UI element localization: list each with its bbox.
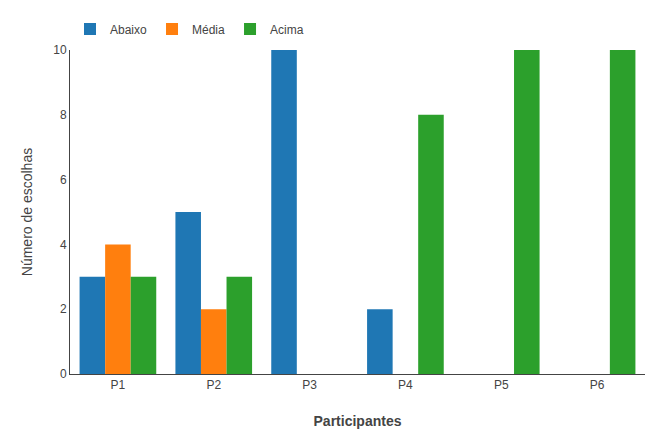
svg-text:P5: P5 — [494, 378, 509, 392]
svg-text:Média: Média — [192, 23, 225, 37]
svg-text:Abaixo: Abaixo — [110, 23, 147, 37]
svg-text:P2: P2 — [206, 378, 221, 392]
svg-text:6: 6 — [60, 173, 67, 187]
svg-text:2: 2 — [60, 302, 67, 316]
svg-text:Participantes: Participantes — [314, 413, 402, 429]
svg-text:8: 8 — [60, 108, 67, 122]
svg-text:P4: P4 — [398, 378, 413, 392]
svg-text:4: 4 — [60, 238, 67, 252]
svg-text:10: 10 — [53, 43, 67, 57]
svg-text:P6: P6 — [590, 378, 605, 392]
svg-text:P3: P3 — [302, 378, 317, 392]
svg-text:Acima: Acima — [270, 23, 304, 37]
svg-text:0: 0 — [60, 367, 67, 381]
svg-text:Número de escolhas: Número de escolhas — [19, 148, 35, 276]
svg-text:P1: P1 — [111, 378, 126, 392]
